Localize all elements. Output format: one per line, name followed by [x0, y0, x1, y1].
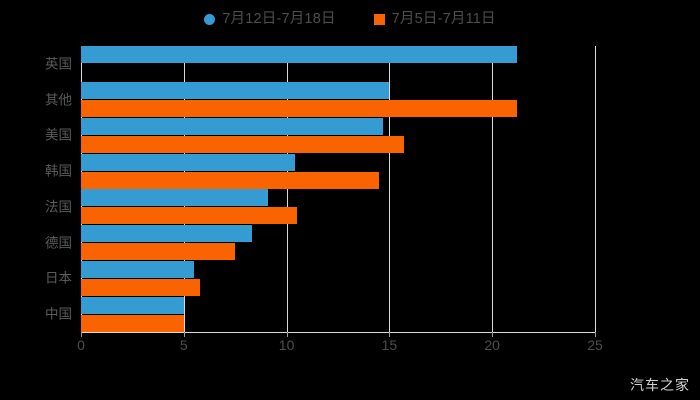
- y-axis-category-label: 法国: [45, 199, 72, 215]
- bar-韩国-series-0[interactable]: [81, 153, 295, 171]
- bar-日本-series-1[interactable]: [81, 278, 201, 296]
- x-axis-tick-label: 15: [381, 337, 398, 353]
- x-axis-line: [81, 332, 596, 333]
- plot-area: 0 5 10 15 20 25: [77, 46, 603, 352]
- bar-日本-series-0[interactable]: [81, 260, 195, 278]
- bar-英国-series-0[interactable]: [81, 46, 517, 64]
- x-axis-tick-mark: [389, 332, 391, 337]
- y-axis-category-label: 美国: [45, 127, 72, 143]
- y-axis-category-label: 中国: [45, 306, 72, 322]
- bar-其他-series-1[interactable]: [81, 100, 517, 118]
- x-axis-tick-label: 25: [587, 337, 603, 353]
- gridline: [286, 46, 288, 332]
- legend-label-series-0: 7月12日-7月18日: [222, 10, 336, 27]
- x-axis-tick-label: 0: [77, 337, 85, 353]
- y-axis-category-label: 韩国: [45, 163, 72, 179]
- legend-marker-circle-icon: [204, 13, 216, 25]
- bar-德国-series-1[interactable]: [81, 243, 236, 261]
- x-axis-tick-label: 5: [179, 337, 188, 353]
- bar-美国-series-1[interactable]: [81, 135, 404, 153]
- legend-item-series-1[interactable]: 7月5日-7月11日: [373, 10, 496, 27]
- legend-marker-square-icon: [373, 13, 385, 25]
- y-axis-category-label: 其他: [45, 91, 72, 107]
- x-axis-tick-mark: [183, 332, 185, 337]
- x-axis-tick-mark: [81, 332, 82, 337]
- legend-label-series-1: 7月5日-7月11日: [391, 10, 496, 27]
- watermark: 汽车之家: [630, 377, 690, 393]
- x-axis-tick-mark: [492, 332, 494, 337]
- y-axis-category-labels: 英国其他美国韩国法国德国日本中国: [0, 46, 72, 332]
- bar-美国-series-0[interactable]: [81, 117, 384, 135]
- gridline: [595, 46, 596, 332]
- x-axis-tick-mark: [286, 332, 288, 337]
- x-axis-tick-mark: [595, 332, 596, 337]
- bar-德国-series-0[interactable]: [81, 225, 252, 243]
- bar-其他-series-0[interactable]: [81, 82, 390, 100]
- legend-item-series-0[interactable]: 7月12日-7月18日: [204, 12, 335, 27]
- chart-legend: 7月12日-7月18日 7月5日-7月11日: [0, 8, 700, 30]
- y-axis-category-label: 德国: [45, 234, 72, 250]
- bar-中国-series-0[interactable]: [81, 296, 184, 314]
- x-axis-tick-label: 20: [484, 337, 500, 353]
- y-axis-category-label: 日本: [45, 270, 72, 286]
- bar-法国-series-1[interactable]: [81, 207, 297, 225]
- gridline: [389, 46, 391, 332]
- gridline: [183, 46, 185, 332]
- y-axis-category-label: 英国: [45, 56, 72, 72]
- bar-中国-series-1[interactable]: [81, 314, 184, 332]
- gridline: [492, 46, 494, 332]
- y-axis-line: [81, 46, 82, 332]
- bar-韩国-series-1[interactable]: [81, 171, 380, 189]
- x-axis-tick-label: 10: [278, 337, 295, 353]
- bar-法国-series-0[interactable]: [81, 189, 269, 207]
